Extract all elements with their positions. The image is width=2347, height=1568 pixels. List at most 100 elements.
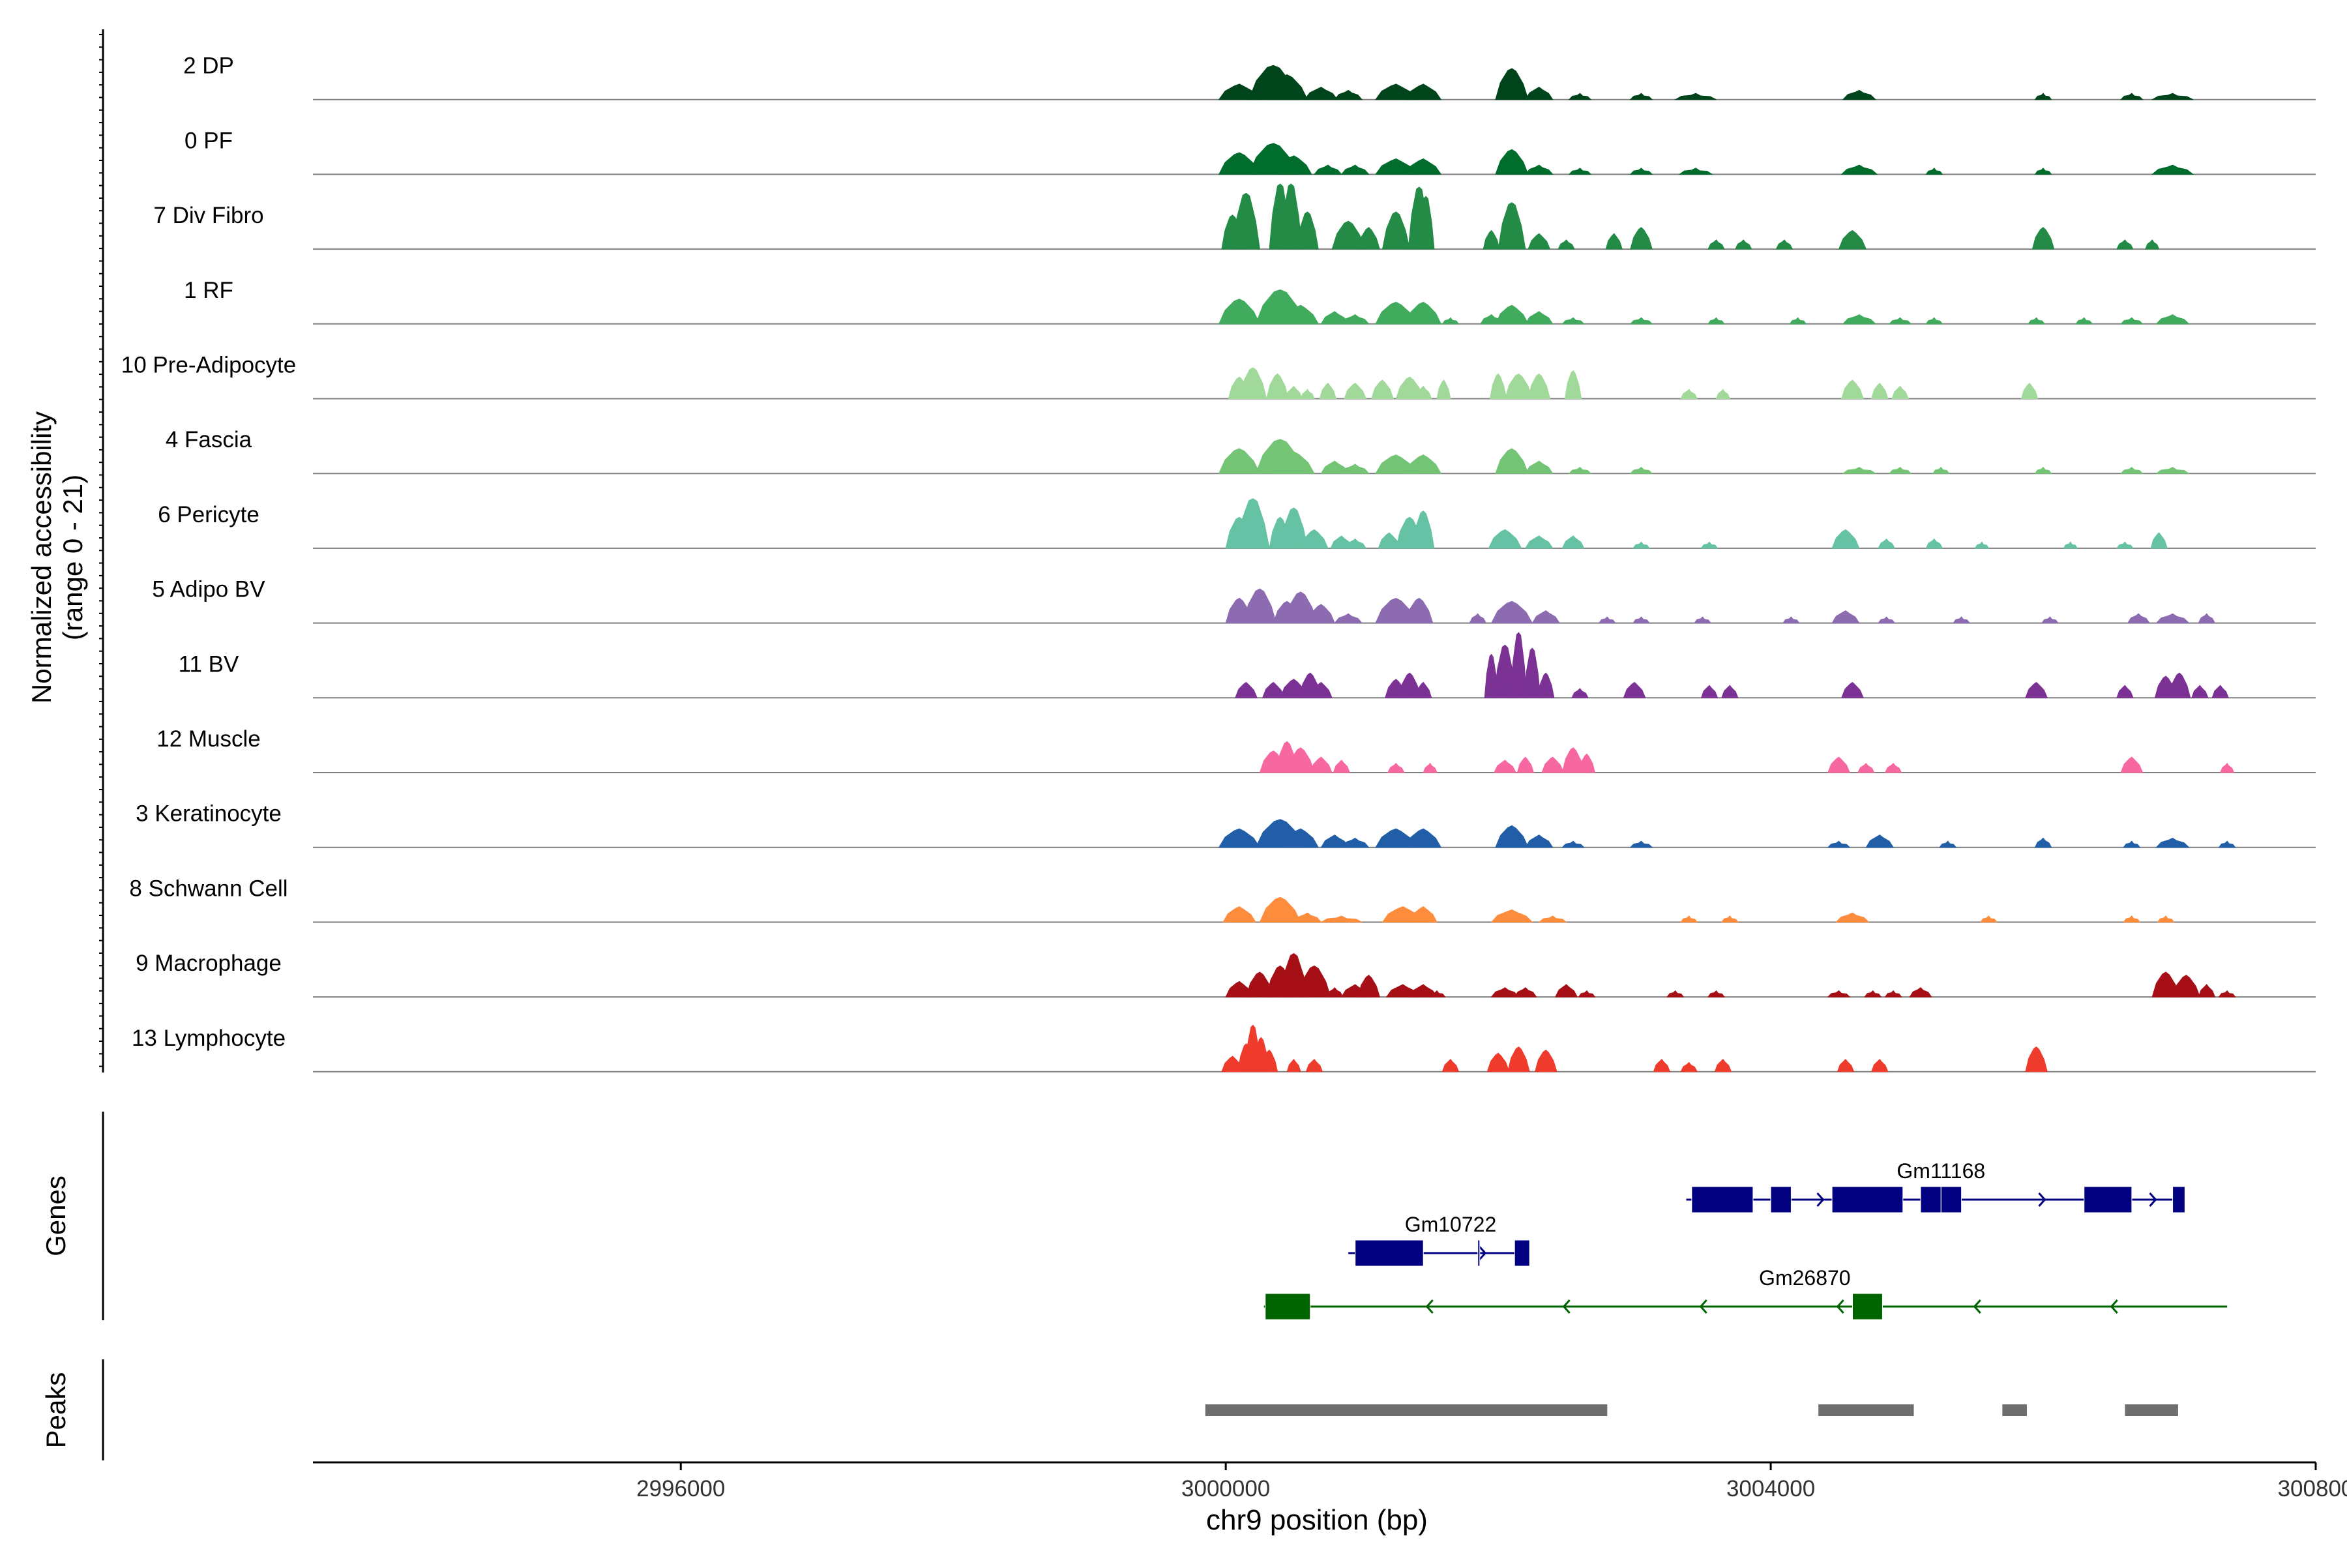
peak-region	[1818, 1404, 1914, 1416]
coverage-peak	[1441, 317, 1460, 325]
gene-gm11168: Gm11168	[1686, 1159, 2185, 1213]
coverage-peak	[1561, 840, 1586, 848]
coverage-peak	[1925, 317, 1943, 325]
coverage-peak	[1387, 762, 1405, 773]
coverage-peak	[2198, 613, 2216, 624]
coverage-peak	[1296, 211, 1319, 250]
coverage-peak	[1340, 837, 1370, 848]
coverage-peak	[1775, 239, 1793, 250]
x-axis-title: chr9 position (bp)	[1206, 1504, 1428, 1536]
track-label: 4 Fascia	[166, 427, 252, 452]
coverage-peak	[1884, 762, 1902, 773]
coverage-peak	[2031, 227, 2055, 250]
coverage-peak	[1514, 987, 1537, 998]
coverage-peak	[2168, 672, 2191, 698]
coverage-peak	[2034, 837, 2052, 848]
coverage-peak	[1525, 311, 1554, 325]
strand-arrow	[2110, 1299, 2118, 1314]
track-7-div-fibro: 7 Div Fibro	[153, 183, 2316, 250]
coverage-peak	[1357, 227, 1380, 250]
coverage-peak	[1282, 304, 1320, 325]
strand-arrow	[1836, 1299, 1844, 1314]
coverage-peak	[1653, 1059, 1671, 1072]
peak-region	[2002, 1404, 2027, 1416]
coverage-peak	[1218, 828, 1261, 848]
coverage-peak	[1486, 1052, 1510, 1072]
coverage-peak	[1932, 466, 1950, 474]
gene-exon	[2172, 1186, 2185, 1213]
strand-arrow	[2149, 1192, 2157, 1207]
coverage-peak	[1827, 840, 1851, 848]
strand-arrow	[1699, 1299, 1707, 1314]
coverage-peak	[1405, 83, 1442, 100]
coverage-peak	[1837, 1059, 1855, 1072]
coverage-peak	[1789, 317, 1807, 325]
coverage-peak	[1495, 448, 1529, 474]
coverage-peak	[2191, 685, 2209, 698]
coverage-peak	[1629, 467, 1653, 474]
coverage-peak	[1831, 610, 1860, 624]
coverage-peak	[1629, 93, 1653, 100]
coverage-peak	[1218, 299, 1261, 325]
coverage-peak	[1222, 906, 1257, 923]
coverage-peak	[1488, 529, 1522, 549]
x-tick-label: 3000000	[1181, 1476, 1270, 1501]
track-label: 1 RF	[184, 278, 233, 303]
strand-arrow	[1479, 1245, 1487, 1261]
coverage-peak	[1525, 535, 1554, 549]
coverage-peak	[1680, 389, 1698, 399]
coverage-peak	[1827, 990, 1851, 998]
coverage-peak	[1441, 1059, 1460, 1072]
coverage-peak	[1555, 984, 1578, 998]
coverage-peak	[1495, 149, 1529, 175]
coverage-peak	[1864, 990, 1882, 998]
coverage-peak	[1571, 688, 1589, 698]
gene-exon	[1770, 1186, 1792, 1213]
coverage-peak	[1838, 229, 1867, 250]
coverage-peak	[1953, 616, 1971, 624]
coverage-peak	[1715, 389, 1731, 399]
coverage-peak	[2119, 467, 2144, 474]
track-4-fascia: 4 Fascia	[166, 427, 2316, 475]
coverage-peak	[1300, 529, 1329, 549]
coverage-peak	[1878, 538, 1896, 549]
coverage-peak	[1827, 756, 1851, 773]
x-tick-label: 3004000	[1726, 1476, 1815, 1501]
strand-arrow	[1816, 1192, 1825, 1207]
coverage-peak	[1557, 239, 1575, 250]
coverage-peak	[1525, 835, 1554, 848]
coverage-peak	[1469, 613, 1487, 624]
coverage-peak	[2120, 756, 2144, 773]
coverage-peak	[1568, 168, 1592, 175]
gene-gm26870: Gm26870	[1263, 1266, 2228, 1320]
track-label: 12 Muscle	[156, 726, 261, 752]
coverage-peak	[1282, 828, 1320, 848]
coverage-peak	[1707, 239, 1725, 250]
coverage-peak	[1239, 367, 1267, 399]
coverage-peak	[1495, 68, 1529, 100]
coverage-peak	[1528, 373, 1551, 399]
strand-arrow	[2038, 1192, 2046, 1207]
genes-panel: Genes Gm11168 Gm10722 Gm26870	[40, 1112, 2228, 1320]
gene-label: Gm10722	[1405, 1213, 1497, 1236]
coverage-peak	[2211, 685, 2229, 698]
gene-exon	[1265, 1293, 1311, 1320]
gene-exon	[2084, 1186, 2133, 1213]
gene-exon	[1920, 1186, 1941, 1213]
coverage-peak	[1357, 975, 1380, 998]
coverage-peak	[1537, 672, 1555, 698]
coverage-peak	[2063, 541, 2078, 549]
coverage-peak	[1578, 753, 1596, 773]
coverage-peak	[1297, 965, 1331, 998]
coverage-peak	[1340, 314, 1370, 325]
genes-panel-title: Genes	[40, 1176, 71, 1256]
coverage-peak	[1371, 379, 1394, 399]
coverage-peak	[1629, 840, 1653, 848]
track-9-macrophage: 9 Macrophage	[136, 951, 2316, 998]
coverage-peak	[1510, 632, 1528, 698]
coverage-peak	[1524, 647, 1541, 698]
track-5-adipo-bv: 5 Adipo BV	[152, 577, 2316, 624]
coverage-peak	[1909, 987, 1932, 998]
coverage-peak	[1243, 588, 1277, 624]
